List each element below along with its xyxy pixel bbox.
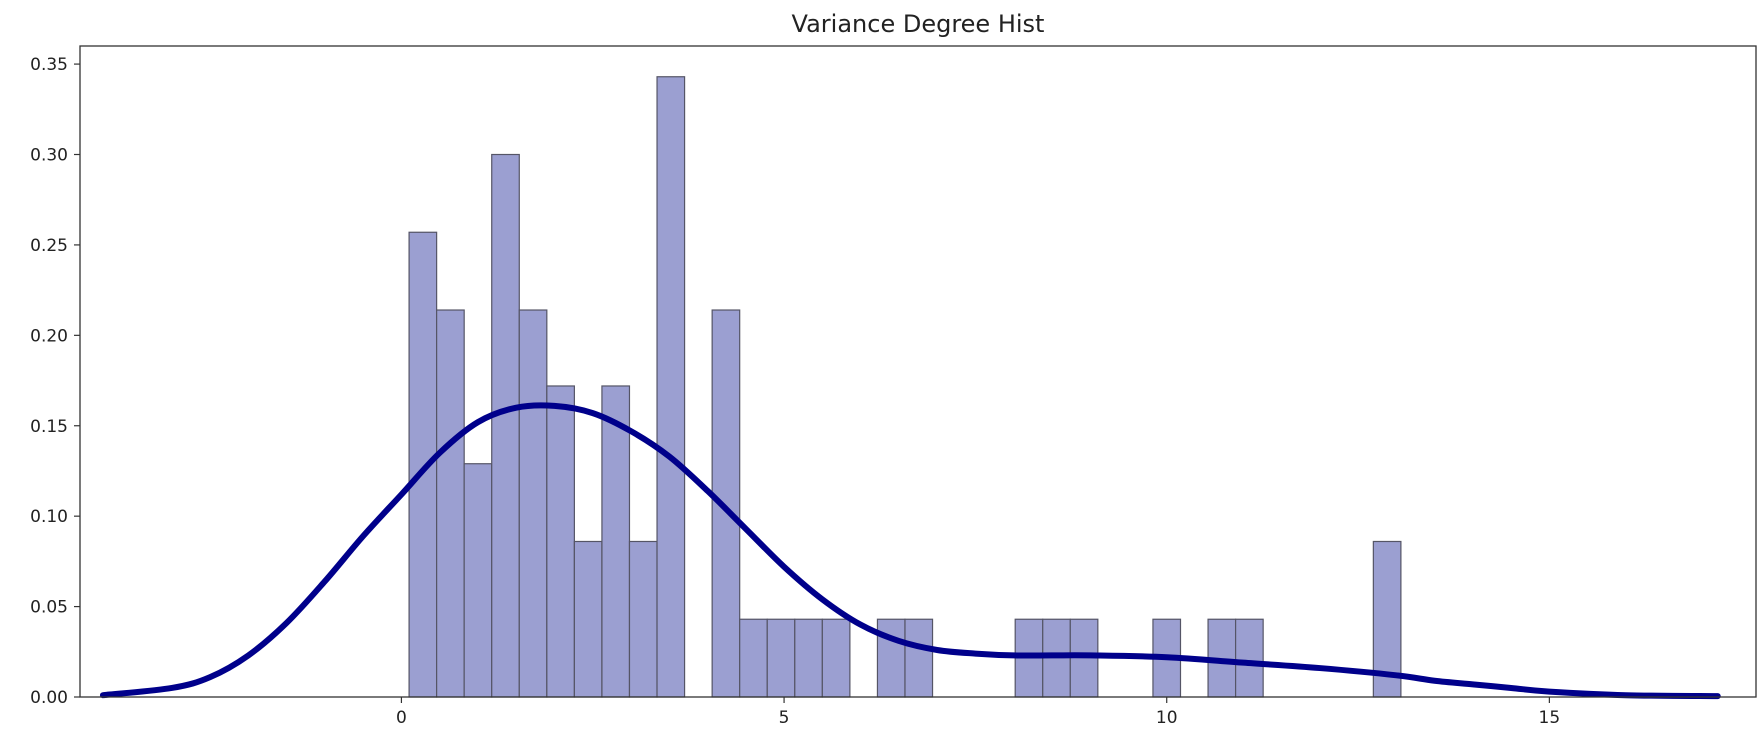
axes-layer: 0 5 10 15 0.00 0.05 0.10 0.15 0.20 0.25 0.30 0.35: [30, 45, 1757, 728]
histogram-bar: [821, 618, 851, 698]
histogram-bar: [876, 618, 906, 698]
histogram-bar: [518, 309, 548, 698]
y-tick-label: 0.20: [30, 326, 68, 346]
histogram-bar: [491, 153, 520, 698]
histogram-bar: [711, 309, 741, 698]
histogram-bar: [656, 76, 686, 698]
y-tick-label: 0.35: [30, 55, 68, 75]
x-tick-label: 5: [779, 708, 790, 728]
histogram-bar: [546, 385, 575, 698]
histogram-bar: [463, 463, 493, 698]
x-tick-label: 15: [1539, 708, 1561, 728]
x-tick-label: 10: [1156, 708, 1178, 728]
histogram-bar: [408, 231, 438, 698]
plot-frame: [79, 45, 1757, 698]
bars-layer: [408, 76, 1402, 698]
histogram-bar: [436, 309, 465, 698]
histogram-bar: [601, 385, 631, 698]
kde-curve: [99, 402, 1721, 700]
chart-title: Variance Degree Hist: [792, 10, 1045, 38]
y-tick-label: 0.05: [30, 598, 68, 618]
histogram-bar: [766, 618, 796, 698]
y-tick-label: 0.15: [30, 417, 68, 437]
y-tick-label: 0.30: [30, 146, 68, 166]
histogram-bar: [1234, 618, 1264, 698]
kde-layer: [99, 402, 1721, 700]
histogram-bar: [904, 618, 934, 698]
y-tick-label: 0.10: [30, 507, 68, 527]
y-tick-label: 0.25: [30, 236, 68, 256]
histogram-bar: [739, 618, 768, 698]
histogram-bar: [573, 540, 603, 698]
histogram-bar: [628, 540, 658, 698]
y-tick-label: 0.00: [30, 688, 68, 708]
x-tick-label: 0: [396, 708, 407, 728]
histogram-bar: [794, 618, 823, 698]
